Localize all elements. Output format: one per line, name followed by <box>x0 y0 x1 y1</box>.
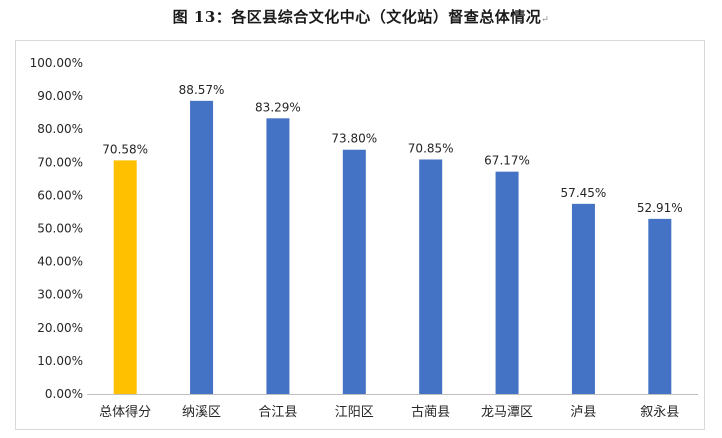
bar <box>266 118 290 395</box>
x-tick-label: 总体得分 <box>99 404 151 420</box>
bar <box>648 218 672 394</box>
bar <box>495 171 519 394</box>
chart-title-text: 图 13：各区县综合文化中心（文化站）督查总体情况 <box>172 8 542 26</box>
bar <box>419 159 443 394</box>
paragraph-mark: ↵ <box>541 15 550 25</box>
y-tick-label: 50.00% <box>37 222 83 236</box>
y-tick-label: 20.00% <box>37 321 83 335</box>
data-label: 83.29% <box>255 100 301 114</box>
bar <box>342 149 366 394</box>
data-label: 57.45% <box>561 186 607 200</box>
bar <box>190 100 214 394</box>
y-tick-label: 40.00% <box>37 255 83 269</box>
y-tick-label: 80.00% <box>37 122 83 136</box>
data-label: 67.17% <box>484 154 530 168</box>
x-tick-label: 合江县 <box>258 405 297 420</box>
data-label: 73.80% <box>331 132 377 146</box>
bar-chart: 0.00% 10.00% 20.00% 30.00% 40.00% 50.00% 60.00… <box>30 56 698 420</box>
chart-area: 0.00% 10.00% 20.00% 30.00% 40.00% 50.00% 60.00… <box>15 40 705 430</box>
x-tick-label: 江阳区 <box>335 405 374 420</box>
y-tick-label: 60.00% <box>37 188 83 202</box>
bar <box>571 203 595 394</box>
x-tick-label: 纳溪区 <box>182 405 221 420</box>
y-tick-label: 30.00% <box>37 288 83 302</box>
y-tick-label: 100.00% <box>30 56 83 70</box>
y-tick-label: 90.00% <box>37 89 83 103</box>
y-tick-label: 10.00% <box>37 354 83 368</box>
x-tick-label: 泸县 <box>570 405 596 420</box>
y-tick-label: 0.00% <box>45 387 83 401</box>
data-label: 70.85% <box>408 141 454 155</box>
bar <box>113 160 137 394</box>
data-label: 70.58% <box>102 142 148 156</box>
data-label: 88.57% <box>179 83 225 97</box>
x-tick-label: 叙永县 <box>640 405 679 420</box>
data-label: 52.91% <box>637 201 683 215</box>
y-tick-label: 70.00% <box>37 155 83 169</box>
x-tick-label: 古蔺县 <box>411 405 450 420</box>
chart-title: 图 13：各区县综合文化中心（文化站）督查总体情况↵ <box>0 6 722 27</box>
x-tick-label: 龙马潭区 <box>481 405 533 420</box>
